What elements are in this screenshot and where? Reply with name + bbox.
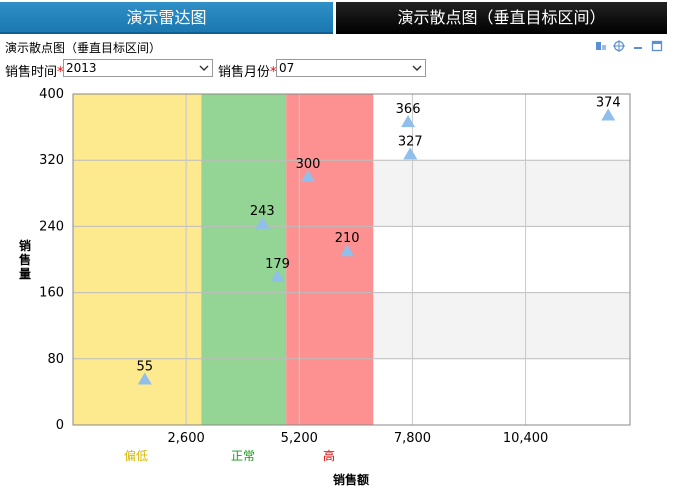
data-point bbox=[137, 372, 152, 385]
month-label: 销售月份* bbox=[218, 65, 277, 80]
y-tick-label: 160 bbox=[39, 286, 64, 301]
y-tick-label: 80 bbox=[47, 352, 64, 367]
tab-radar-chart[interactable]: 演示雷达图 bbox=[0, 2, 333, 34]
y-tick-label: 0 bbox=[56, 418, 64, 433]
data-label: 327 bbox=[398, 134, 423, 149]
data-point bbox=[601, 108, 616, 121]
data-label: 374 bbox=[596, 96, 621, 111]
data-label: 300 bbox=[296, 157, 321, 172]
y-tick-label: 320 bbox=[39, 153, 64, 168]
data-point bbox=[340, 244, 355, 257]
data-point bbox=[270, 269, 285, 282]
maximize-icon[interactable] bbox=[651, 40, 663, 52]
minimize-icon[interactable] bbox=[632, 40, 644, 52]
x-tick-label: 2,600 bbox=[168, 431, 205, 446]
tab-bar: 演示雷达图 演示散点图（垂直目标区间） bbox=[0, 0, 673, 34]
y-tick-label: 400 bbox=[39, 87, 64, 102]
data-point bbox=[401, 115, 416, 128]
x-tick-label: 7,800 bbox=[394, 431, 431, 446]
tab-scatter-chart[interactable]: 演示散点图（垂直目标区间） bbox=[336, 2, 667, 34]
month-select[interactable]: 07 bbox=[276, 59, 426, 77]
data-label: 366 bbox=[396, 102, 421, 117]
y-tick-label: 240 bbox=[39, 219, 64, 234]
data-label: 179 bbox=[265, 257, 290, 272]
data-label: 210 bbox=[335, 231, 360, 246]
y-axis-title-char: 售 bbox=[19, 252, 31, 267]
data-point bbox=[300, 169, 315, 182]
target-band bbox=[286, 94, 374, 425]
target-band bbox=[201, 94, 287, 425]
x-tick-label: 10,400 bbox=[503, 431, 549, 446]
panel-title: 演示散点图（垂直目标区间） bbox=[5, 41, 162, 55]
scatter-chart: 0 80 160 240 320 400 2,600 5,200 7,800 10,400 偏低 正常… bbox=[19, 87, 631, 487]
settings-icon[interactable] bbox=[613, 40, 626, 52]
data-label: 243 bbox=[250, 204, 275, 219]
y-axis-title-char: 销 bbox=[19, 238, 31, 253]
x-tick-label: 5,200 bbox=[281, 431, 318, 446]
data-point bbox=[403, 147, 418, 160]
plot-frame bbox=[72, 93, 631, 426]
target-band bbox=[73, 94, 202, 425]
panel-toolbar bbox=[592, 40, 663, 54]
export-icon[interactable] bbox=[595, 40, 607, 52]
year-label: 销售时间* bbox=[5, 65, 64, 80]
data-label: 55 bbox=[137, 359, 154, 374]
year-select[interactable]: 2013 bbox=[63, 59, 213, 77]
chevron-down-icon bbox=[412, 65, 422, 71]
band-label: 正常 bbox=[231, 449, 255, 463]
chevron-down-icon bbox=[199, 65, 209, 71]
x-axis-title: 销售额 bbox=[333, 472, 369, 487]
band-label: 偏低 bbox=[124, 448, 148, 463]
data-point bbox=[255, 216, 270, 229]
y-axis-title-char: 量 bbox=[19, 267, 31, 281]
band-label: 高 bbox=[323, 448, 335, 463]
